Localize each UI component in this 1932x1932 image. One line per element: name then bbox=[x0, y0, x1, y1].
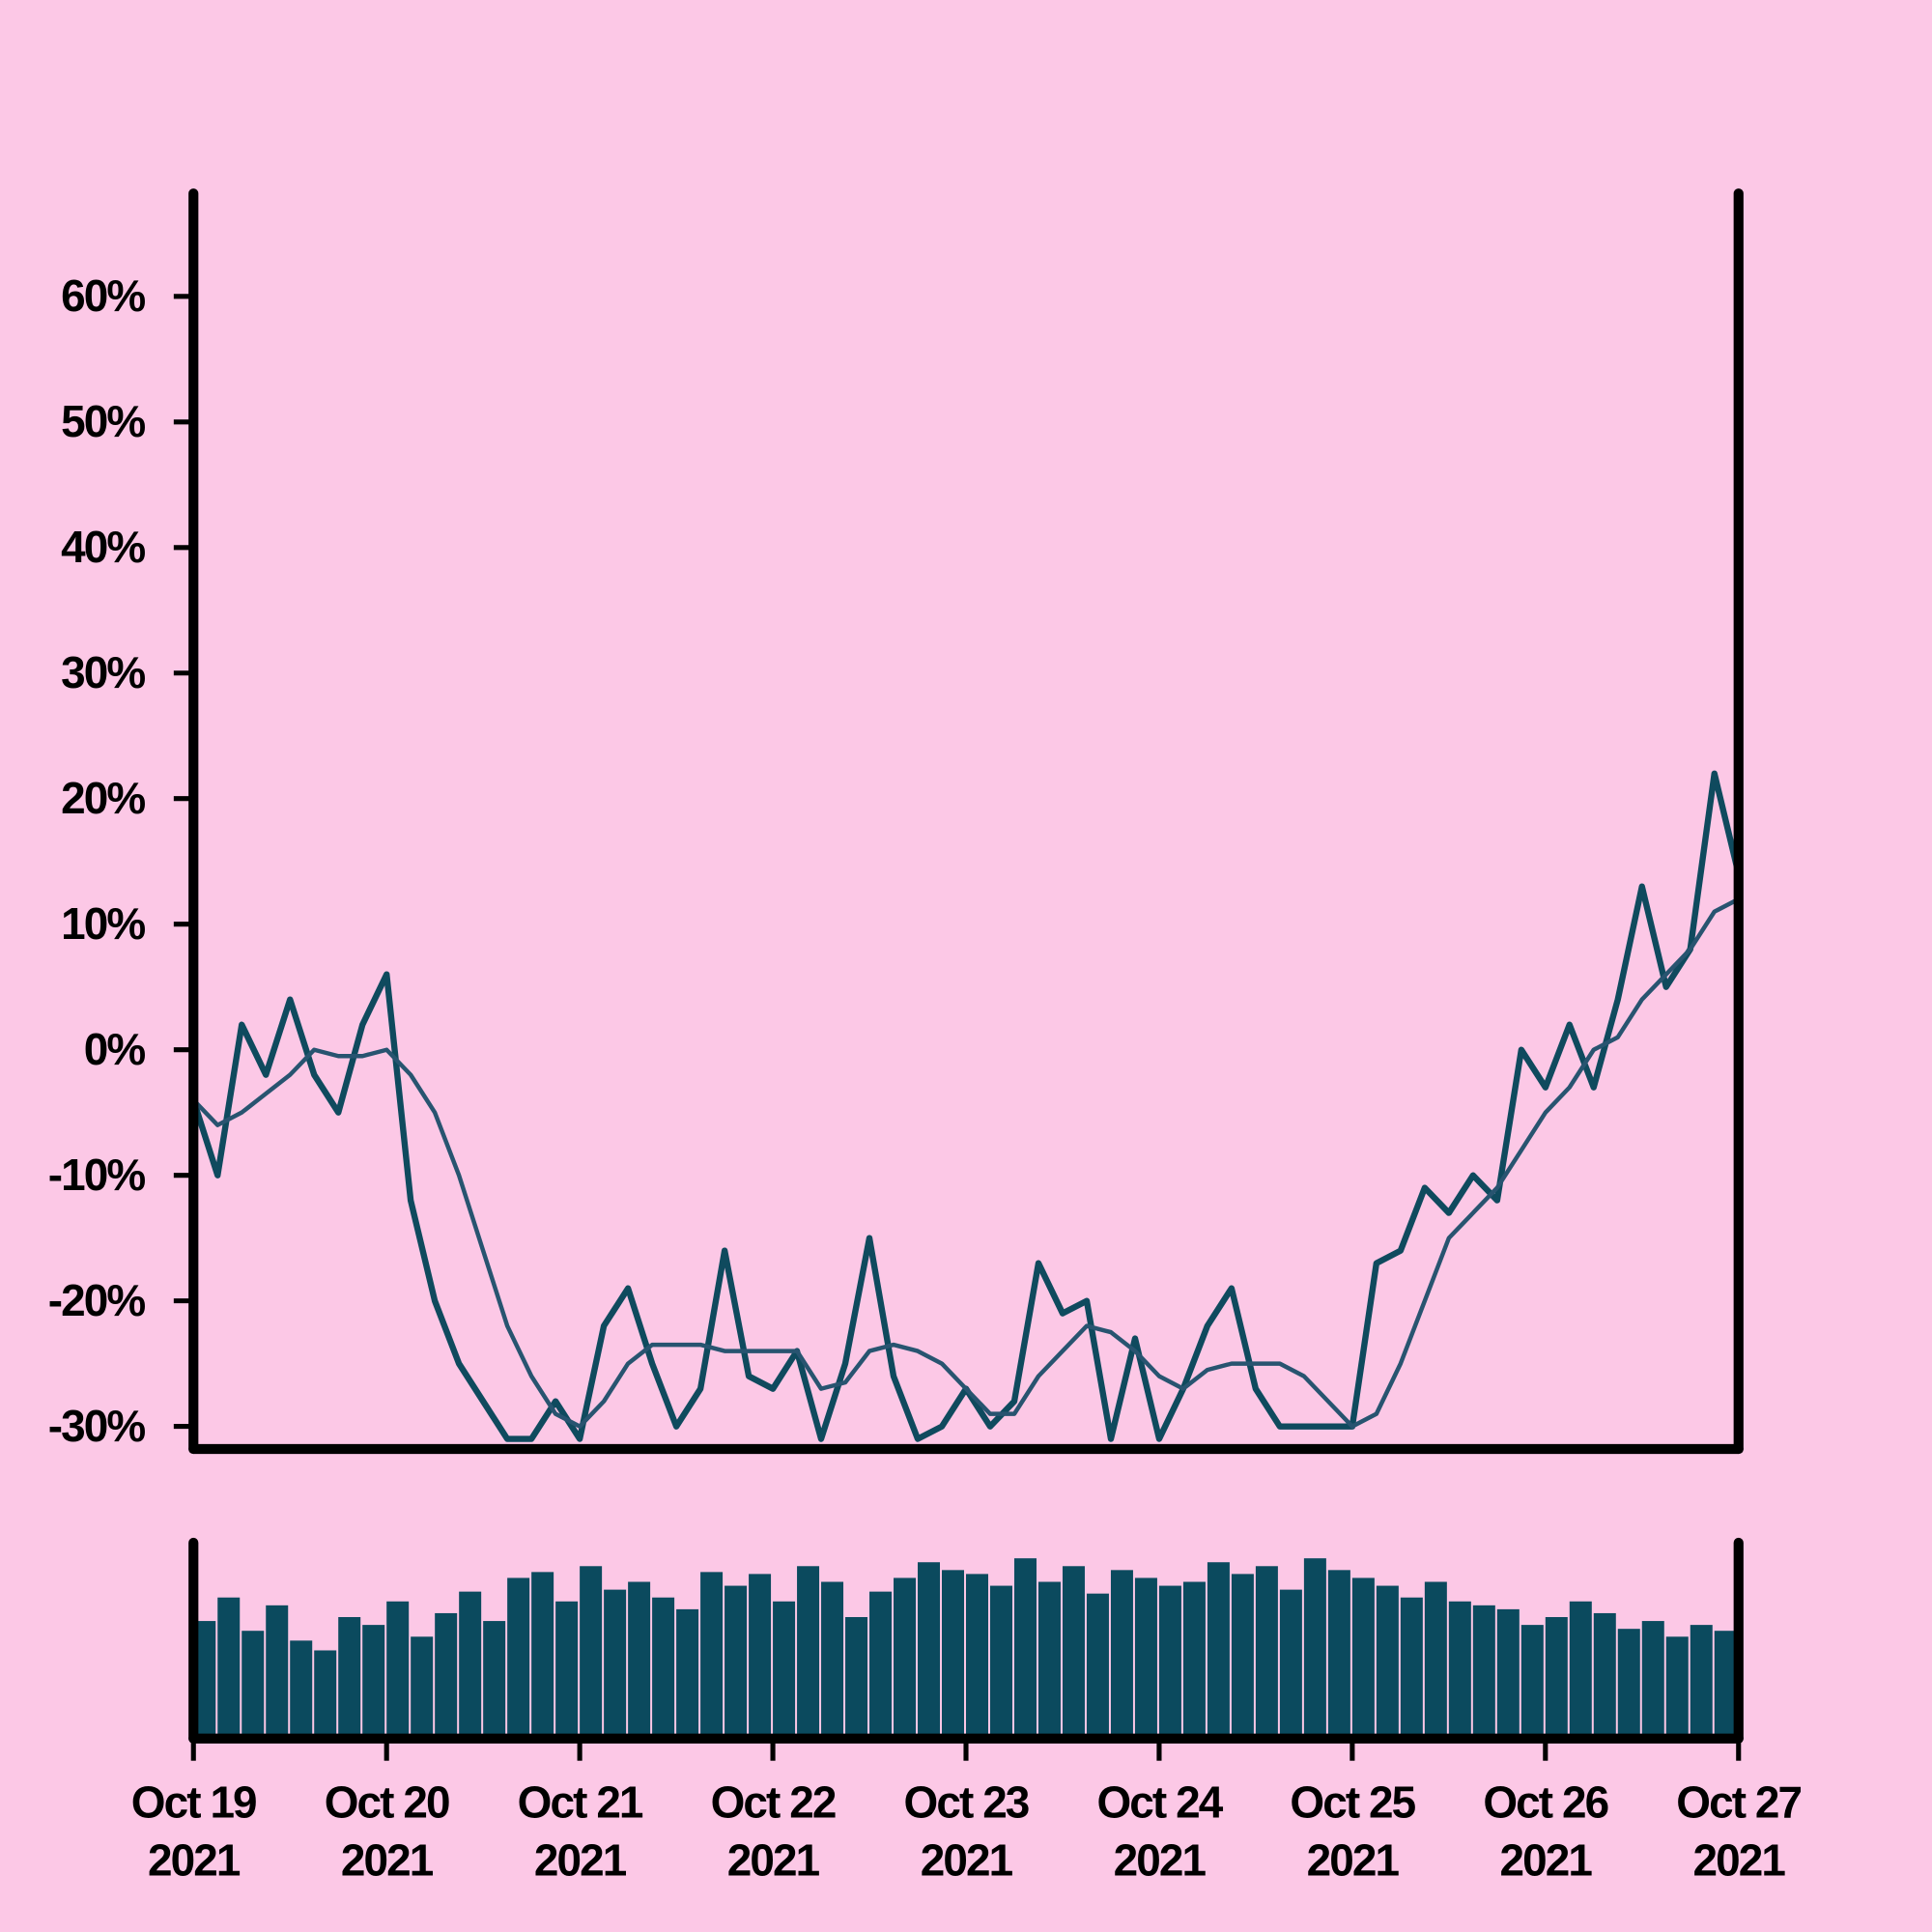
volume-bar bbox=[314, 1650, 337, 1739]
volume-bar bbox=[1569, 1601, 1592, 1739]
volume-bar bbox=[1520, 1625, 1544, 1739]
volume-bar bbox=[531, 1572, 554, 1739]
volume-bar bbox=[1327, 1570, 1350, 1739]
y-tick-label: 40% bbox=[61, 522, 145, 572]
volume-bar bbox=[966, 1574, 988, 1739]
volume-bar bbox=[459, 1591, 482, 1739]
volume-bar bbox=[1641, 1621, 1664, 1739]
volume-bar bbox=[580, 1566, 603, 1739]
volume-bar bbox=[193, 1621, 216, 1739]
volume-bar bbox=[1351, 1577, 1375, 1739]
x-tick-label: Oct 23 2021 bbox=[904, 1776, 1029, 1885]
volume-bar bbox=[797, 1566, 820, 1739]
y-tick-label: 20% bbox=[61, 773, 145, 823]
volume-bar bbox=[1134, 1577, 1157, 1739]
x-tick-label: Oct 22 2021 bbox=[711, 1776, 836, 1885]
volume-bar bbox=[1690, 1625, 1713, 1739]
volume-bar bbox=[1472, 1605, 1495, 1739]
volume-bar bbox=[1182, 1581, 1206, 1739]
volume-bar bbox=[290, 1640, 313, 1739]
volume-bar bbox=[1714, 1631, 1737, 1739]
volume-bar bbox=[1037, 1581, 1061, 1739]
x-tick-label: Oct 20 2021 bbox=[325, 1776, 449, 1885]
y-tick-label: -10% bbox=[48, 1150, 146, 1200]
volume-bar bbox=[1013, 1558, 1037, 1739]
volume-bar bbox=[1086, 1593, 1109, 1739]
volume-bar bbox=[362, 1625, 385, 1739]
volume-bar bbox=[652, 1597, 675, 1739]
x-tick-label: Oct 27 2021 bbox=[1676, 1776, 1801, 1885]
volume-bar bbox=[435, 1612, 458, 1739]
y-tick-label: 50% bbox=[61, 396, 145, 446]
volume-bar bbox=[1110, 1570, 1133, 1739]
volume-bar bbox=[604, 1589, 627, 1739]
volume-bar bbox=[338, 1617, 361, 1739]
volume-bar bbox=[869, 1591, 893, 1739]
volume-bar bbox=[386, 1601, 410, 1739]
x-tick-label: Oct 24 2021 bbox=[1096, 1776, 1223, 1885]
volume-bar bbox=[1062, 1566, 1085, 1739]
y-tick-label: 30% bbox=[61, 647, 145, 697]
volume-bar bbox=[1207, 1562, 1230, 1739]
volume-bar bbox=[242, 1631, 265, 1739]
y-tick-label: -20% bbox=[48, 1275, 146, 1325]
volume-bar bbox=[1545, 1617, 1568, 1739]
y-tick-label: -30% bbox=[48, 1401, 146, 1451]
y-tick-label: 10% bbox=[61, 898, 145, 949]
volume-bar bbox=[918, 1562, 941, 1739]
volume-bar bbox=[989, 1585, 1012, 1739]
x-tick-label: Oct 25 2021 bbox=[1290, 1776, 1415, 1885]
line-series bbox=[191, 896, 1740, 1429]
volume-bar bbox=[773, 1601, 796, 1739]
volume-bar bbox=[266, 1605, 289, 1739]
x-tick-label: Oct 26 2021 bbox=[1483, 1776, 1607, 1885]
volume-bar bbox=[1158, 1585, 1181, 1739]
volume-bar bbox=[628, 1581, 651, 1739]
volume-bar bbox=[1617, 1629, 1640, 1739]
volume-bar bbox=[1424, 1581, 1447, 1739]
x-tick-label: Oct 19 2021 bbox=[131, 1776, 256, 1885]
volume-bar bbox=[845, 1617, 868, 1739]
y-tick-label: 60% bbox=[61, 270, 145, 321]
volume-bar bbox=[1303, 1558, 1326, 1739]
volume-bar bbox=[894, 1577, 917, 1739]
volume-bar bbox=[700, 1572, 724, 1739]
volume-bar bbox=[1448, 1601, 1471, 1739]
volume-bar bbox=[1255, 1566, 1278, 1739]
volume-bar bbox=[1279, 1589, 1302, 1739]
volume-bar bbox=[1231, 1574, 1254, 1739]
volume-bar bbox=[1400, 1597, 1423, 1739]
volume-bar bbox=[942, 1570, 965, 1739]
volume-bar bbox=[1496, 1608, 1520, 1739]
volume-bar bbox=[555, 1601, 579, 1739]
volume-bar bbox=[483, 1621, 506, 1739]
y-tick-label: 0% bbox=[84, 1024, 146, 1074]
volume-bar bbox=[749, 1574, 772, 1739]
volume-bar bbox=[1665, 1636, 1689, 1739]
volume-bar bbox=[821, 1581, 844, 1739]
volume-bar bbox=[1376, 1585, 1399, 1739]
volume-bar bbox=[411, 1636, 434, 1739]
volume-bar bbox=[724, 1585, 748, 1739]
volume-bar bbox=[217, 1597, 241, 1739]
volume-bar bbox=[1593, 1612, 1616, 1739]
volume-bar bbox=[507, 1577, 530, 1739]
x-tick-label: Oct 21 2021 bbox=[518, 1776, 643, 1885]
volume-bar bbox=[676, 1608, 699, 1739]
